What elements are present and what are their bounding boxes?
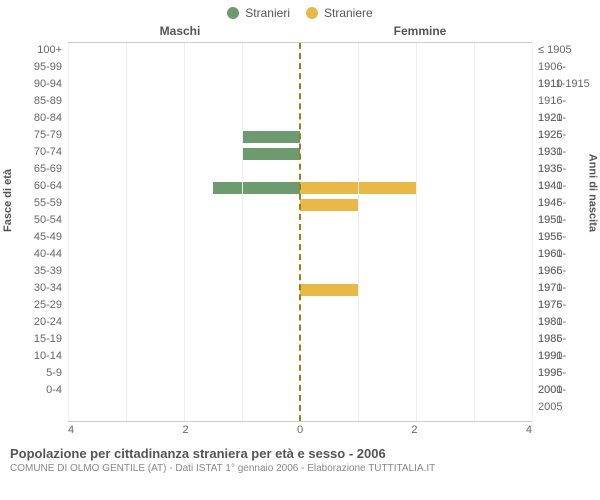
birth-label: 1981-1985 bbox=[538, 314, 590, 331]
legend-label-male: Stranieri bbox=[245, 6, 290, 20]
x-tick: 0 bbox=[297, 424, 303, 436]
birth-label: 1971-1975 bbox=[538, 280, 590, 297]
birth-label: 2001-2005 bbox=[538, 382, 590, 399]
age-label: 100+ bbox=[37, 42, 62, 59]
birth-label: 1936-1940 bbox=[538, 161, 590, 178]
birth-label: 1986-1990 bbox=[538, 331, 590, 348]
swatch-male bbox=[227, 7, 239, 19]
legend-item-female: Straniere bbox=[306, 6, 373, 20]
birth-label: 1931-1935 bbox=[538, 144, 590, 161]
age-label: 70-74 bbox=[34, 144, 62, 161]
age-label: 55-59 bbox=[34, 195, 62, 212]
age-label: 85-89 bbox=[34, 93, 62, 110]
birth-label: 1956-1960 bbox=[538, 229, 590, 246]
x-tick: 2 bbox=[411, 424, 417, 436]
age-label: 80-84 bbox=[34, 110, 62, 127]
bar-male bbox=[242, 148, 300, 160]
birth-label: 1996-2000 bbox=[538, 365, 590, 382]
age-label: 45-49 bbox=[34, 229, 62, 246]
birth-label: 1916-1920 bbox=[538, 93, 590, 110]
legend-label-female: Straniere bbox=[324, 6, 373, 20]
footer: Popolazione per cittadinanza straniera p… bbox=[10, 446, 590, 474]
column-headers: Maschi Femmine bbox=[0, 24, 600, 38]
age-label: 95-99 bbox=[34, 59, 62, 76]
age-label: 0-4 bbox=[46, 382, 62, 399]
birth-label: 1921-1925 bbox=[538, 110, 590, 127]
chart-title: Popolazione per cittadinanza straniera p… bbox=[10, 446, 590, 461]
birth-label: 1926-1930 bbox=[538, 127, 590, 144]
age-label: 40-44 bbox=[34, 246, 62, 263]
y-axis-right: ≤ 19051906-19101911-19151916-19201921-19… bbox=[532, 42, 590, 422]
plot-area bbox=[68, 42, 532, 422]
age-label: 25-29 bbox=[34, 297, 62, 314]
header-male: Maschi bbox=[0, 24, 300, 38]
birth-label: 1976-1980 bbox=[538, 297, 590, 314]
birth-label: ≤ 1905 bbox=[538, 42, 572, 59]
y-axis-left: 100+95-9990-9485-8980-8475-7970-7465-696… bbox=[10, 42, 68, 422]
bar-male bbox=[242, 131, 300, 143]
swatch-female bbox=[306, 7, 318, 19]
birth-label: 1911-1915 bbox=[538, 76, 590, 93]
x-tick: 2 bbox=[182, 424, 188, 436]
chart-subtitle: COMUNE DI OLMO GENTILE (AT) - Dati ISTAT… bbox=[10, 463, 590, 474]
age-label: 5-9 bbox=[46, 365, 62, 382]
y-axis-title-left: Fasce di età bbox=[2, 169, 14, 232]
birth-label: 1966-1970 bbox=[538, 263, 590, 280]
age-label: 75-79 bbox=[34, 127, 62, 144]
birth-label: 1946-1950 bbox=[538, 195, 590, 212]
age-label: 35-39 bbox=[34, 263, 62, 280]
x-tick: 4 bbox=[526, 424, 532, 436]
age-label: 60-64 bbox=[34, 178, 62, 195]
age-label: 15-19 bbox=[34, 331, 62, 348]
bar-female bbox=[300, 199, 358, 211]
birth-label: 1961-1965 bbox=[538, 246, 590, 263]
legend: Stranieri Straniere bbox=[0, 0, 600, 20]
x-axis: 4 2 0 2 4 bbox=[68, 424, 532, 436]
age-label: 30-34 bbox=[34, 280, 62, 297]
x-tick: 4 bbox=[68, 424, 74, 436]
birth-label: 1906-1910 bbox=[538, 59, 590, 76]
birth-label: 1951-1955 bbox=[538, 212, 590, 229]
birth-label: 1941-1945 bbox=[538, 178, 590, 195]
y-axis-title-right: Anni di nascita bbox=[586, 154, 598, 232]
bar-female bbox=[300, 284, 358, 296]
age-label: 10-14 bbox=[34, 348, 62, 365]
pyramid-chart: Fasce di età Anni di nascita 100+95-9990… bbox=[10, 42, 590, 422]
age-label: 90-94 bbox=[34, 76, 62, 93]
age-label: 65-69 bbox=[34, 161, 62, 178]
age-label: 50-54 bbox=[34, 212, 62, 229]
birth-label: 1991-1995 bbox=[538, 348, 590, 365]
bar-male bbox=[213, 182, 300, 194]
header-female: Femmine bbox=[300, 24, 600, 38]
age-label: 20-24 bbox=[34, 314, 62, 331]
legend-item-male: Stranieri bbox=[227, 6, 290, 20]
center-line bbox=[299, 43, 301, 421]
